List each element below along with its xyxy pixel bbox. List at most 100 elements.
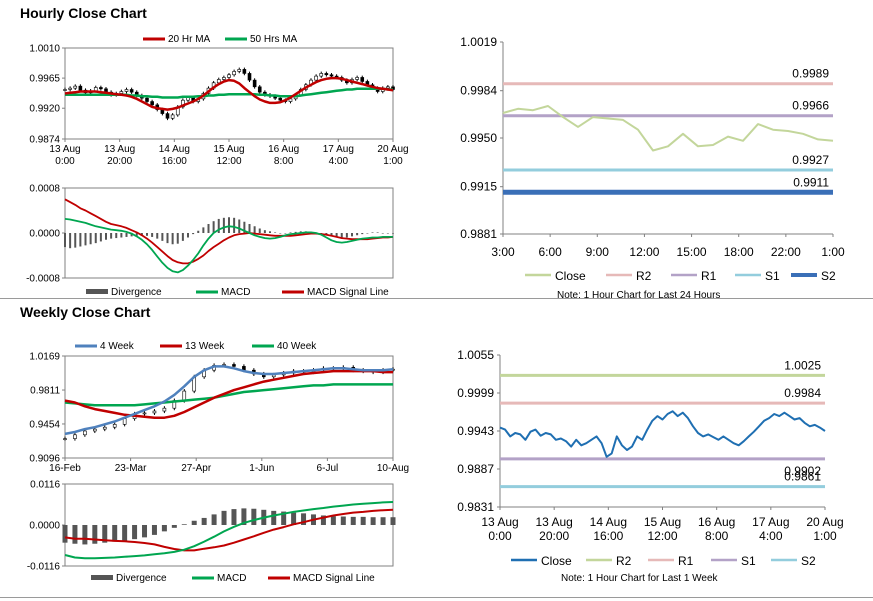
hourly-candle xyxy=(129,89,134,93)
weekly-pivot-xtick-label: 16:00 xyxy=(593,529,623,543)
pivot-level-label-s2: 0.9911 xyxy=(793,175,829,189)
weekly-divergence-bar xyxy=(191,520,197,525)
hourly-candle xyxy=(68,87,72,90)
hourly-divergence-bar xyxy=(166,233,169,244)
hourly-pivot-xtick-label: 18:00 xyxy=(724,245,754,259)
hourly-price-xtick-label: 4:00 xyxy=(329,156,349,167)
hourly-candle xyxy=(63,89,67,91)
hourly-price-ytick-label: 0.9965 xyxy=(29,74,60,85)
hourly-divergence-bar xyxy=(212,221,215,233)
hourly-candle xyxy=(232,71,236,76)
pivot-level-label-s1: 0.9927 xyxy=(792,153,829,167)
hourly-candle xyxy=(237,69,242,72)
hourly-divergence-bar xyxy=(110,233,113,239)
legend-13-week-label: 13 Week xyxy=(185,341,225,352)
hourly-candle xyxy=(145,97,149,102)
hourly-pivot-xtick-label: 22:00 xyxy=(771,245,801,259)
hourly-divergence-bar xyxy=(274,232,277,233)
weekly-level-label-s1: 0.9902 xyxy=(784,464,821,478)
hourly-candle xyxy=(150,101,154,106)
hourly-divergence-bar xyxy=(135,233,138,236)
hourly-divergence-bar xyxy=(202,227,205,233)
hourly-candle xyxy=(355,77,359,80)
hourly-candle xyxy=(329,74,334,77)
weekly-divergence-bar xyxy=(390,517,396,525)
weekly-candle xyxy=(73,434,77,439)
hourly-divergence-bar xyxy=(94,233,97,244)
hourly-candle xyxy=(242,69,247,74)
hourly-price-xtick-label: 13 Aug xyxy=(104,144,135,155)
hourly-divergence-bar xyxy=(181,233,184,241)
hourly-divergence-bar xyxy=(366,233,369,234)
weekly-pivot-legend-r1: R1 xyxy=(678,554,694,568)
hourly-divergence-bar xyxy=(345,233,348,238)
weekly-price-xtick-label: 16-Feb xyxy=(49,463,81,474)
weekly-pivot-xtick-label: 1:00 xyxy=(813,529,837,543)
weekly-pivot-xtick-label: 12:00 xyxy=(647,529,677,543)
hourly-signal-line xyxy=(64,198,394,265)
hourly-divergence-bar xyxy=(140,233,143,236)
weekly-price-frame xyxy=(64,355,394,459)
hourly-pivot-xtick-label: 9:00 xyxy=(586,245,610,259)
legend-weekly-divergence-label: Divergence xyxy=(116,573,167,584)
hourly-divergence-bar xyxy=(248,224,251,233)
weekly-divergence-bar xyxy=(380,517,386,525)
hourly-divergence-bar xyxy=(79,233,82,247)
hourly-divergence-bar xyxy=(192,233,195,235)
weekly-price-xtick-label: 23-Mar xyxy=(115,463,147,474)
weekly-pivot-xtick-label: 4:00 xyxy=(759,529,783,543)
ma4-line xyxy=(64,365,394,436)
weekly-level-label-s2: 0.9861 xyxy=(784,470,821,484)
hourly-pivot-xtick-label: 15:00 xyxy=(677,245,707,259)
weekly-pivot-xtick-label: 8:00 xyxy=(705,529,729,543)
weekly-divergence-bar xyxy=(72,525,78,544)
weekly-candle xyxy=(162,407,167,412)
hourly-candle xyxy=(165,113,170,119)
weekly-candle xyxy=(152,410,157,414)
hourly-divergence-bar xyxy=(217,218,220,233)
hourly-price-xtick-label: 20:00 xyxy=(107,156,132,167)
weekly-divergence-bar xyxy=(231,509,237,525)
hourly-macd-ytick-label: -0.0008 xyxy=(26,274,60,285)
legend-signal-line-label: MACD Signal Line xyxy=(307,287,389,298)
hourly-divergence-bar xyxy=(335,233,338,238)
weekly-divergence-bar xyxy=(281,511,287,525)
hourly-candle xyxy=(124,89,129,92)
weekly-divergence-bar xyxy=(102,525,108,543)
weekly-pivot-xtick-label: 15 Aug xyxy=(644,515,681,529)
hourly-divergence-bar xyxy=(228,217,230,233)
weekly-divergence-bar xyxy=(122,525,128,541)
section-divider xyxy=(0,298,873,299)
hourly-divergence-bar xyxy=(258,228,261,233)
legend-40-week-label: 40 Week xyxy=(277,341,317,352)
hourly-divergence-bar xyxy=(381,233,384,234)
hourly-candle xyxy=(278,97,283,101)
weekly-divergence-bar xyxy=(350,516,356,525)
hourly-divergence-bar xyxy=(238,219,241,233)
hourly-pivot-legend-s1: S1 xyxy=(765,269,780,283)
legend-50hrs-ma-label: 50 Hrs MA xyxy=(250,34,298,45)
hourly-price-xtick-label: 20 Aug xyxy=(377,144,408,155)
hourly-macd-line xyxy=(64,218,393,274)
weekly-level-label-r1: 0.9984 xyxy=(784,386,821,400)
hourly-divergence-bar xyxy=(84,233,87,246)
weekly-pivot-ytick-label: 0.9887 xyxy=(457,462,494,476)
hourly-pivot-note: Note: 1 Hour Chart for Last 24 Hours xyxy=(557,290,721,301)
weekly-divergence-bar xyxy=(62,525,68,543)
weekly-pivot-xtick-label: 17 Aug xyxy=(752,515,789,529)
hourly-candle xyxy=(73,85,78,89)
hourly-divergence-bar xyxy=(187,233,189,238)
hourly-divergence-bar xyxy=(376,232,379,233)
weekly-divergence-bar xyxy=(370,517,376,525)
weekly-pivot-ytick-label: 1.0055 xyxy=(457,348,494,362)
legend-weekly-macd-label: MACD xyxy=(217,573,246,584)
legend-4-week-label: 4 Week xyxy=(100,341,135,352)
weekly-divergence-bar xyxy=(360,516,366,525)
weekly-divergence-bar xyxy=(330,516,336,525)
hourly-divergence-bar xyxy=(392,233,394,234)
weekly-candle xyxy=(122,418,127,425)
weekly-price-ytick-label: 0.9811 xyxy=(30,386,60,397)
hourly-divergence-bar xyxy=(361,233,364,235)
hourly-divergence-bar xyxy=(115,233,118,239)
